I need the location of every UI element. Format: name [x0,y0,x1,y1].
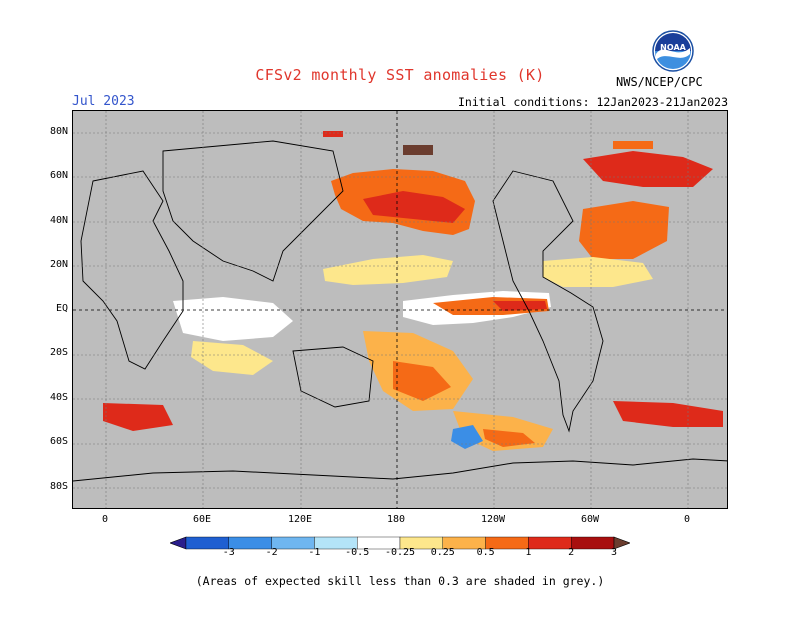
colorbar-tick-label: 1 [525,547,532,558]
anomaly-arctic-3 [613,141,653,149]
continent-americas [492,170,604,433]
anomaly-subtropical-np [323,255,453,285]
colorbar-tick-label: 0.5 [476,547,495,558]
lat-label: 60S [49,436,68,447]
anomaly-far-north-atlantic [583,151,713,187]
anomaly-south-pacific-core [393,361,451,401]
lon-label: 0 [683,514,691,525]
map-title: CFSv2 monthly SST anomalies (K) [255,66,545,84]
lon-label: 60W [580,514,600,525]
lat-label: 20N [49,259,68,270]
lat-label: 60N [49,170,68,181]
lat-label: 20S [49,347,68,358]
initial-conditions: Initial conditions: 12Jan2023-21Jan2023 [457,95,728,109]
anomaly-nino-strong [493,301,547,311]
continent-asia [162,140,344,282]
lat-label: 40N [49,215,68,226]
colorbar-tick-label: -0.5 [345,547,370,558]
colorbar-tick-label: 3 [610,547,618,558]
map-gridlines [73,111,727,508]
lon-label: 0 [101,514,109,525]
anomaly-indian-yellow [191,341,273,375]
skill-footnote: (Areas of expected skill less than 0.3 a… [195,574,605,588]
anomaly-southern-ocean-red [483,429,535,447]
colorbar-tick-label: -0.25 [384,547,416,558]
sst-anomaly-map [72,110,728,509]
map-canvas [73,111,727,508]
agency-label: NWS/NCEP/CPC [616,75,703,89]
colorbar [170,536,630,550]
colorbar-min-arrow [170,536,187,550]
anomaly-north-atlantic [579,201,669,259]
anomaly-arctic-1 [403,145,433,155]
colorbar-cells [185,536,615,550]
antarctica-coast [73,458,727,482]
colorbar-max-arrow [613,536,630,550]
lat-label: 80S [49,481,68,492]
anomaly-south-indian [103,403,173,431]
lon-label: 120E [287,514,313,525]
colorbar-tick-label: -2 [265,547,278,558]
lon-label: 60E [192,514,212,525]
colorbar-tick-label: 0.25 [430,547,455,558]
lat-label: 80N [49,126,68,137]
lat-label: EQ [55,303,68,314]
anomaly-south-atlantic [613,401,723,427]
colorbar-tick-label: -1 [308,547,321,558]
continent-africa-europe [80,170,184,370]
anomaly-arctic-2 [323,131,343,137]
anomaly-north-pacific-core [363,191,465,223]
colorbar-tick-label: 2 [568,547,575,558]
anomaly-southern-ocean-blue [451,425,483,449]
noaa-logo-text: NOAA [660,43,686,52]
lon-label: 120W [480,514,506,525]
lon-label: 180 [386,514,406,525]
anomaly-atlantic-tropical [543,257,653,287]
noaa-logo: NOAA [652,30,694,72]
forecast-month: Jul 2023 [72,94,135,109]
colorbar-tick-label: -3 [222,547,235,558]
lat-label: 40S [49,392,68,403]
